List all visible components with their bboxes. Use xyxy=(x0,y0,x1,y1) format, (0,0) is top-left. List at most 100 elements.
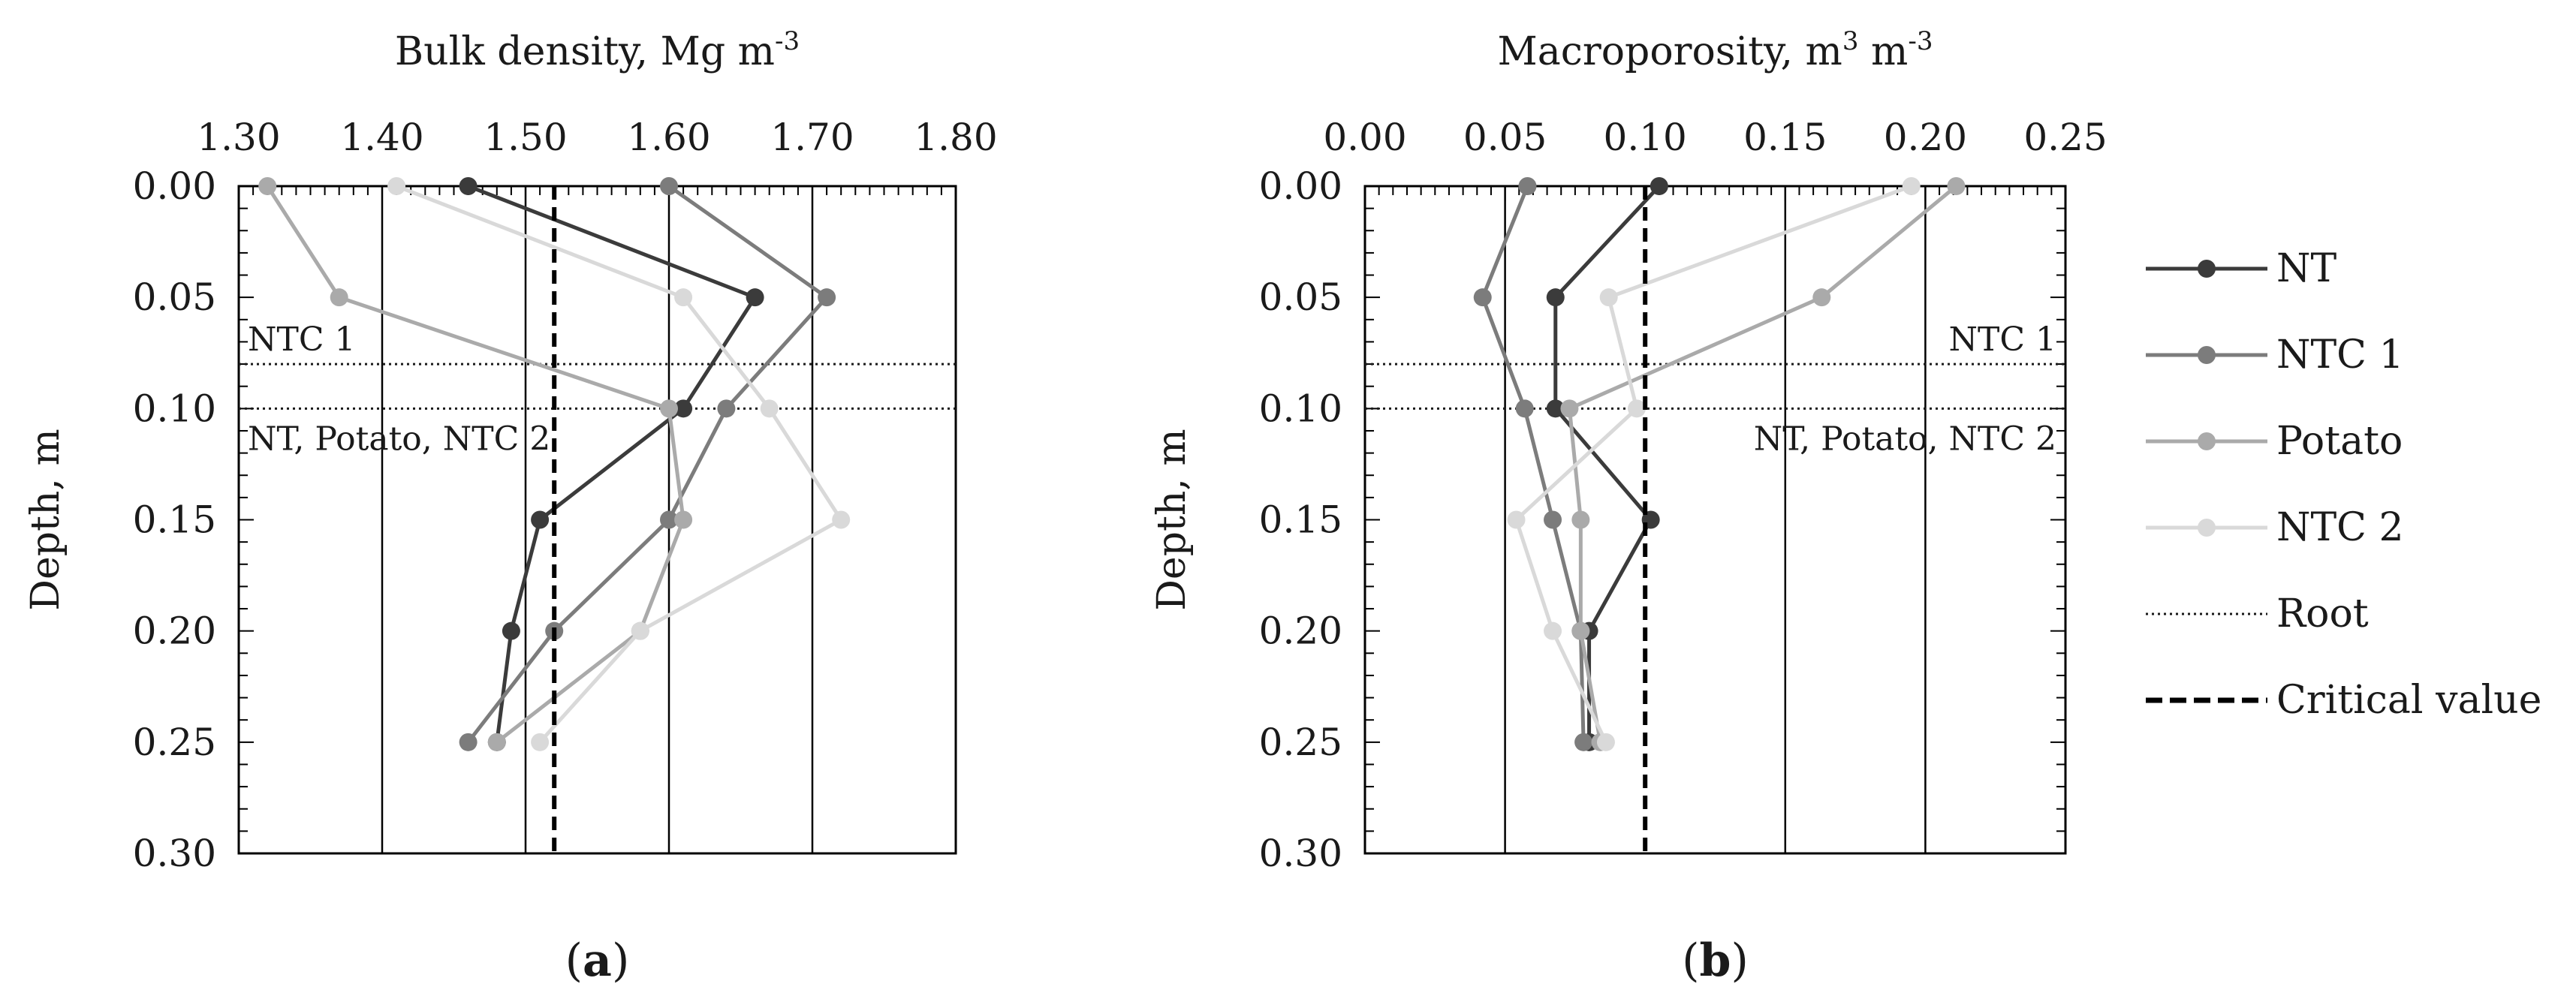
plot-frame xyxy=(1363,185,2067,855)
data-point xyxy=(459,733,478,751)
data-point xyxy=(1473,288,1492,307)
data-point xyxy=(1574,733,1593,751)
data-point xyxy=(531,510,550,529)
series-line-ntc-1 xyxy=(1481,185,1586,742)
data-point xyxy=(660,510,678,529)
legend-item-potato: Potato xyxy=(2146,419,2403,464)
x-tick-label: 0.25 xyxy=(2023,116,2107,159)
y-tick-label: 0.30 xyxy=(1259,832,1342,875)
legend-marker xyxy=(2198,432,2216,450)
x-tick-label: 1.70 xyxy=(770,116,854,159)
y-tick-label: 0.20 xyxy=(133,609,216,653)
panel-label: (a) xyxy=(565,934,630,987)
data-point xyxy=(459,177,478,195)
series-line-nt xyxy=(467,184,758,743)
x-axis-title: Bulk density, Mg m-3 xyxy=(395,26,800,74)
data-point xyxy=(760,399,779,418)
data-point xyxy=(1628,399,1647,418)
x-tick-label: 1.80 xyxy=(914,116,997,159)
legend-marker xyxy=(2198,519,2216,537)
panel-label: (b) xyxy=(1682,934,1749,987)
legend-label: Potato xyxy=(2276,419,2403,464)
y-tick-label: 0.05 xyxy=(133,275,216,319)
data-point xyxy=(660,399,678,418)
x-axis-title: Macroporosity, m3 m-3 xyxy=(1498,26,1933,74)
data-point xyxy=(674,288,693,307)
legend-marker xyxy=(2198,346,2216,364)
data-point xyxy=(487,733,506,751)
x-tick-label: 1.50 xyxy=(484,116,567,159)
data-point xyxy=(674,399,693,418)
y-tick-label: 0.25 xyxy=(1259,721,1342,764)
data-point xyxy=(631,621,649,640)
legend-label: NTC 1 xyxy=(2276,332,2404,378)
y-axis-title: Depth, m xyxy=(23,429,68,611)
legend-label: Root xyxy=(2276,591,2369,636)
data-point xyxy=(1902,177,1921,195)
series-line-ntc-1 xyxy=(466,184,830,744)
data-point xyxy=(531,733,550,751)
data-point xyxy=(1544,510,1562,529)
x-tick-label: 1.30 xyxy=(197,116,280,159)
data-point xyxy=(387,177,406,195)
data-point xyxy=(330,288,348,307)
legend-item-ntc-2: NTC 2 xyxy=(2146,505,2404,550)
x-tick-label: 1.60 xyxy=(627,116,710,159)
y-tick-label: 0.20 xyxy=(1259,609,1342,653)
legend-item-nt: NT xyxy=(2146,246,2337,291)
y-tick-label: 0.15 xyxy=(133,498,216,542)
data-point xyxy=(717,399,736,418)
data-point xyxy=(1546,288,1565,307)
data-point xyxy=(1596,733,1615,751)
y-tick-label: 0.30 xyxy=(133,832,216,875)
y-tick-label: 0.05 xyxy=(1259,275,1342,319)
y-tick-label: 0.00 xyxy=(1259,164,1342,208)
series-line-ntc-2 xyxy=(1514,184,1912,743)
root-line-label: NTC 1 xyxy=(248,320,356,359)
data-point xyxy=(1571,621,1590,640)
data-point xyxy=(502,621,520,640)
series-line-potato xyxy=(266,185,685,744)
data-point xyxy=(1571,510,1590,529)
data-point xyxy=(674,510,693,529)
data-point xyxy=(1599,288,1618,307)
x-tick-label: 0.15 xyxy=(1743,116,1827,159)
data-point xyxy=(1507,510,1526,529)
series-line-nt xyxy=(1553,185,1661,742)
series-line-ntc-2 xyxy=(396,184,844,744)
x-tick-label: 0.05 xyxy=(1463,116,1547,159)
x-tick-label: 0.20 xyxy=(1884,116,1967,159)
legend-item-ntc-1: NTC 1 xyxy=(2146,332,2404,378)
data-point xyxy=(1546,399,1565,418)
data-point xyxy=(832,510,851,529)
root-line-label: NTC 1 xyxy=(1949,320,2057,359)
data-point xyxy=(1544,621,1562,640)
y-tick-label: 0.10 xyxy=(1259,387,1342,430)
legend-marker xyxy=(2198,260,2216,278)
legend-label: Critical value xyxy=(2276,678,2541,723)
data-point xyxy=(1518,177,1537,195)
x-tick-label: 1.40 xyxy=(340,116,423,159)
y-tick-label: 0.10 xyxy=(133,387,216,430)
data-point xyxy=(1515,399,1534,418)
chart-panel-b: 0.00 0.05 0.10 0.15 0.20 0.25 0.00 0.05 0.10 0.15… xyxy=(1149,26,2107,987)
data-point xyxy=(818,288,836,307)
data-point xyxy=(660,177,678,195)
legend-item-critical-value: Critical value xyxy=(2146,678,2541,723)
y-tick-label: 0.00 xyxy=(133,164,216,208)
y-tick-label: 0.15 xyxy=(1259,498,1342,542)
legend-label: NTC 2 xyxy=(2276,505,2404,550)
x-tick-label: 0.00 xyxy=(1323,116,1406,159)
series-line-potato xyxy=(1567,185,1958,743)
root-line-label: NT, Potato, NTC 2 xyxy=(248,420,550,458)
data-point xyxy=(1812,288,1831,307)
data-point xyxy=(1560,399,1579,418)
legend: NT NTC 1 Potato NTC 2 Root Critical value xyxy=(2146,246,2541,723)
data-point xyxy=(1947,177,1966,195)
legend-label: NT xyxy=(2276,246,2337,291)
root-line-label: NT, Potato, NTC 2 xyxy=(1754,420,2056,458)
data-point xyxy=(258,177,277,195)
y-tick-label: 0.25 xyxy=(133,721,216,764)
legend-item-root: Root xyxy=(2146,591,2369,636)
